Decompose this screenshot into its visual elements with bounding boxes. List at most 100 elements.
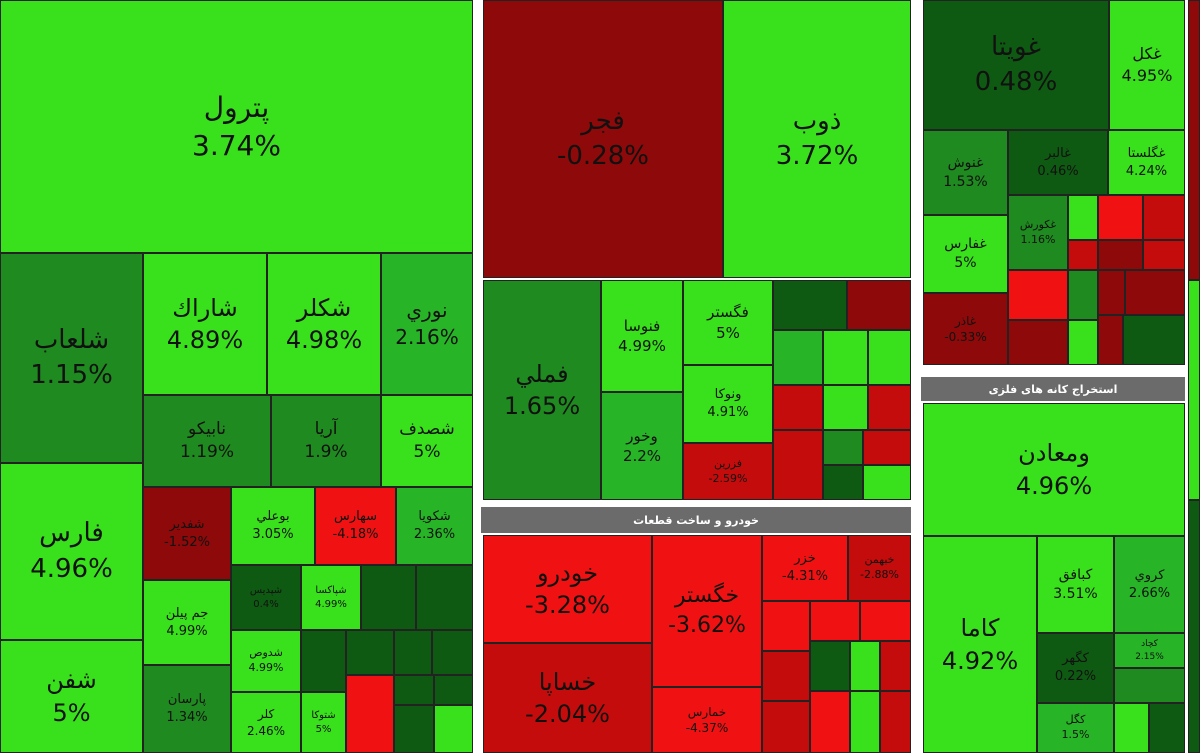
tile[interactable]: خزر -4.31%: [762, 535, 848, 601]
tile-change: 3.74%: [192, 128, 281, 162]
tile-name: كاما: [960, 614, 1000, 643]
tile-name: شلعاب: [33, 324, 110, 355]
tile[interactable]: شپاكسا 4.99%: [301, 565, 361, 630]
tile-name: فارس: [39, 518, 104, 549]
tile-name: شكلر: [296, 293, 352, 322]
tile[interactable]: غكورش 1.16%: [1008, 195, 1068, 270]
tile-name: پارسان: [167, 692, 207, 708]
tile[interactable]: آريا 1.9%: [271, 395, 381, 487]
tile[interactable]: شتوكا 5%: [301, 692, 346, 753]
tile-change: 2.36%: [413, 527, 456, 542]
tile[interactable]: خمارس -4.37%: [652, 687, 762, 753]
tile-change: -1.52%: [164, 534, 210, 550]
tile-name: جم پيلن: [165, 605, 209, 621]
tile-name: غگلستا: [1127, 145, 1166, 161]
tile-change: -4.18%: [332, 527, 379, 542]
minor-tile: [346, 675, 394, 753]
tile[interactable]: غنوش 1.53%: [923, 130, 1008, 215]
tile[interactable]: ومعادن 4.96%: [923, 403, 1185, 536]
tile[interactable]: خگستر -3.62%: [652, 535, 762, 687]
tile-change: -2.88%: [860, 568, 899, 581]
tile-change: 3.51%: [1053, 585, 1098, 602]
minor-tile: [1123, 315, 1185, 365]
tile[interactable]: فارس 4.96%: [0, 463, 143, 640]
tile[interactable]: فگستر 5%: [683, 280, 773, 365]
tile-name: شاراك: [172, 293, 238, 322]
tile[interactable]: نوري 2.16%: [381, 253, 473, 395]
tile[interactable]: شفن 5%: [0, 640, 143, 753]
tile-name: شدوص: [249, 646, 283, 660]
minor-tile: [473, 0, 481, 753]
minor-tile: [1143, 240, 1185, 270]
tile[interactable]: شدوص 4.99%: [231, 630, 301, 692]
tile-name: ونوكا: [714, 387, 742, 403]
minor-tile: [762, 701, 810, 753]
tile[interactable]: نابيكو 1.19%: [143, 395, 271, 487]
tile[interactable]: كروي 2.66%: [1114, 536, 1185, 633]
tile-change: -4.31%: [782, 569, 828, 584]
tile[interactable]: سهارس -4.18%: [315, 487, 396, 565]
tile[interactable]: ونوكا 4.91%: [683, 365, 773, 443]
tile-name: شپاكسا: [315, 585, 347, 596]
tile[interactable]: فزرين -2.59%: [683, 443, 773, 500]
tile[interactable]: پترول 3.74%: [0, 0, 473, 253]
tile-change: 4.91%: [707, 405, 749, 420]
tile[interactable]: خساپا -2.04%: [483, 643, 652, 753]
tile[interactable]: غالبر 0.46%: [1008, 130, 1108, 195]
tile-change: 1.15%: [30, 360, 113, 390]
tile[interactable]: كاما 4.92%: [923, 536, 1037, 753]
tile-name: شفدير: [169, 516, 205, 532]
tile[interactable]: شصدف 5%: [381, 395, 473, 487]
tile[interactable]: شفدير -1.52%: [143, 487, 231, 580]
tile[interactable]: كگل 1.5%: [1037, 703, 1114, 753]
tile[interactable]: كچاد 2.15%: [1114, 633, 1185, 668]
tile-change: 0.46%: [1037, 163, 1079, 179]
minor-tile: [1008, 270, 1068, 320]
tile[interactable]: شاراك 4.89%: [143, 253, 267, 395]
tile-change: 2.66%: [1128, 585, 1171, 601]
minor-tile: [1068, 270, 1098, 320]
tile[interactable]: ذوب 3.72%: [723, 0, 911, 278]
tile[interactable]: خودرو -3.28%: [483, 535, 652, 643]
tile[interactable]: فملي 1.65%: [483, 280, 601, 500]
tile[interactable]: جم پيلن 4.99%: [143, 580, 231, 665]
tile[interactable]: پارسان 1.34%: [143, 665, 231, 753]
tile[interactable]: كبافق 3.51%: [1037, 536, 1114, 633]
tile[interactable]: شپديس 0.4%: [231, 565, 301, 630]
tile[interactable]: وخور 2.2%: [601, 392, 683, 500]
tile[interactable]: كلر 2.46%: [231, 692, 301, 753]
minor-tile: [1188, 0, 1200, 280]
tile[interactable]: غكل 4.95%: [1109, 0, 1185, 130]
tile-change: 4.89%: [166, 326, 244, 354]
tile[interactable]: غگلستا 4.24%: [1108, 130, 1185, 195]
tile[interactable]: خبهمن -2.88%: [848, 535, 911, 601]
tile-change: -4.37%: [685, 721, 729, 735]
tile[interactable]: شلعاب 1.15%: [0, 253, 143, 463]
group-header: استخراج کانه های فلزی: [921, 377, 1185, 401]
tile[interactable]: فجر -0.28%: [483, 0, 723, 278]
minor-tile: [1114, 668, 1185, 703]
tile-change: 4.99%: [315, 598, 347, 610]
tile-name: آريا: [314, 419, 338, 440]
tile[interactable]: بوعلي 3.05%: [231, 487, 315, 565]
minor-tile: [868, 330, 911, 385]
tile[interactable]: غفارس 5%: [923, 215, 1008, 293]
tile[interactable]: فنوسا 4.99%: [601, 280, 683, 392]
tile[interactable]: غاذر -0.33%: [923, 293, 1008, 365]
tile-name: بوعلي: [256, 509, 290, 525]
tile-name: شكويا: [418, 509, 451, 525]
minor-tile: [1143, 195, 1185, 240]
tile[interactable]: شكلر 4.98%: [267, 253, 381, 395]
minor-tile: [1098, 240, 1143, 270]
tile[interactable]: غويتا 0.48%: [923, 0, 1109, 130]
tile[interactable]: شكويا 2.36%: [396, 487, 473, 565]
tile-change: 4.92%: [941, 646, 1019, 675]
tile-name: خگستر: [674, 583, 740, 609]
tile-change: -2.59%: [708, 471, 748, 485]
tile-change: 0.4%: [253, 598, 279, 610]
minor-tile: [1114, 703, 1149, 753]
minor-tile: [361, 565, 416, 630]
tile[interactable]: كگهر 0.22%: [1037, 633, 1114, 703]
tile-change: 1.65%: [503, 392, 581, 420]
